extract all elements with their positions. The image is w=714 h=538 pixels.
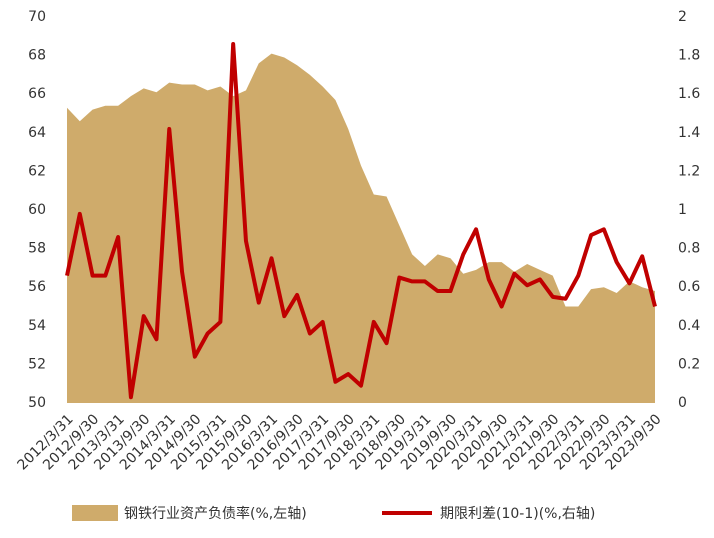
y-tick-label: 62 bbox=[28, 163, 46, 179]
y2-tick-label: 0.4 bbox=[678, 318, 700, 334]
legend-swatch bbox=[72, 505, 118, 521]
y2-tick-label: 2 bbox=[678, 9, 687, 25]
y-tick-label: 66 bbox=[28, 86, 46, 102]
y2-tick-label: 1 bbox=[678, 202, 687, 218]
y-tick-label: 50 bbox=[28, 395, 46, 411]
legend-label: 钢铁行业资产负债率(%,左轴) bbox=[124, 505, 307, 522]
y-tick-label: 54 bbox=[28, 318, 46, 334]
y-tick-label: 70 bbox=[28, 9, 46, 25]
line bbox=[65, 42, 657, 400]
y-tick-label: 60 bbox=[28, 202, 46, 218]
y2-tick-label: 0.6 bbox=[678, 279, 700, 295]
y-tick-label: 68 bbox=[28, 48, 46, 64]
area bbox=[67, 53, 655, 404]
y-tick-label: 56 bbox=[28, 279, 46, 295]
y2-tick-label: 0.2 bbox=[678, 356, 700, 372]
legend-label: 期限利差(10-1)(%,右轴) bbox=[440, 506, 595, 522]
y2-tick-label: 1.2 bbox=[678, 163, 700, 179]
y2-tick-label: 1.8 bbox=[678, 48, 700, 64]
y-tick-label: 64 bbox=[28, 125, 46, 141]
y-tick-label: 52 bbox=[28, 356, 46, 372]
y2-tick-label: 1.6 bbox=[678, 86, 700, 102]
y2-tick-label: 0 bbox=[678, 395, 687, 411]
y2-tick-label: 0.8 bbox=[678, 241, 700, 257]
y-tick-label: 58 bbox=[28, 241, 46, 257]
y2-tick-label: 1.4 bbox=[678, 125, 700, 141]
